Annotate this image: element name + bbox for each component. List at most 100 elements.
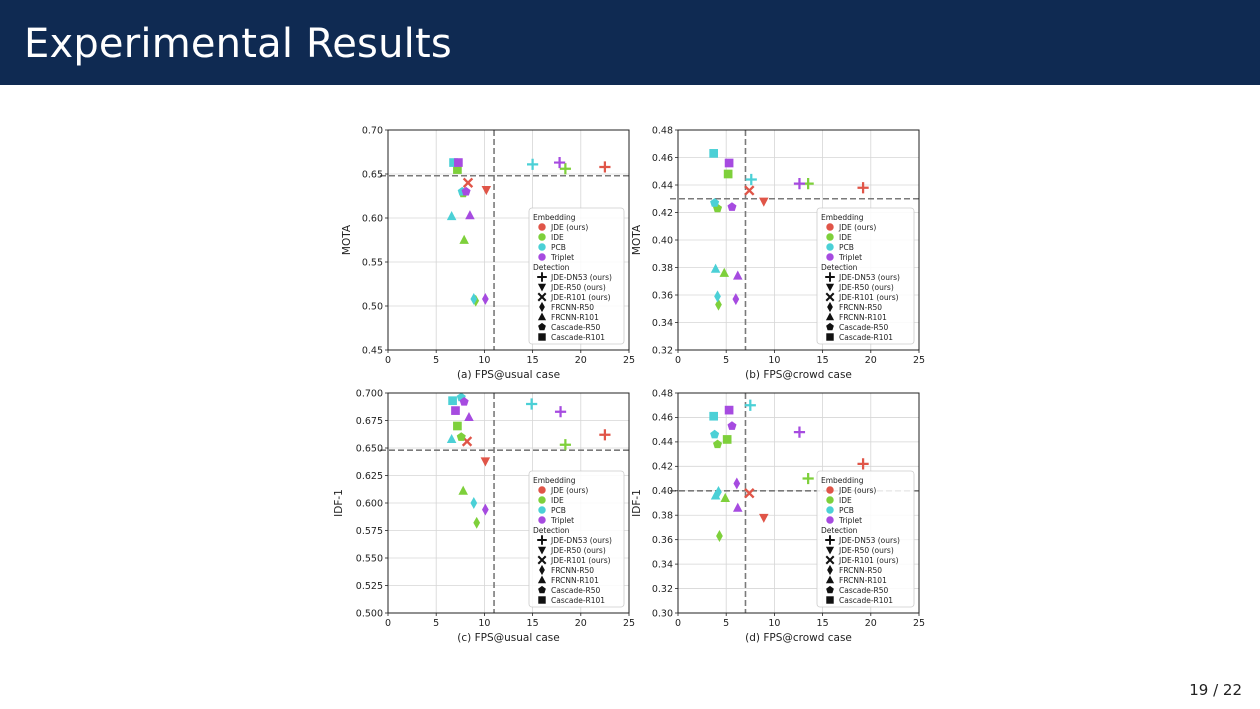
data-point (480, 457, 491, 467)
data-point (744, 488, 755, 499)
legend-marker (826, 233, 834, 241)
legend-label: JDE-DN53 (ours) (838, 536, 900, 545)
y-tick-label: 0.700 (356, 388, 383, 399)
legend-section-title: Embedding (821, 213, 864, 222)
x-tick-label: 0 (385, 618, 391, 629)
legend-marker (826, 506, 834, 514)
y-tick-label: 0.525 (356, 581, 383, 592)
data-point (714, 290, 721, 303)
legend-label: JDE (ours) (838, 223, 876, 232)
legend-label: Triplet (550, 253, 574, 262)
legend-box (528, 470, 625, 608)
legend-marker (537, 555, 547, 565)
data-point (710, 198, 720, 207)
data-point (802, 472, 814, 485)
data-point (713, 439, 723, 449)
page-number: 19 / 22 (1189, 681, 1242, 699)
data-point (482, 293, 489, 305)
plot-frame (387, 129, 630, 351)
legend-label: JDE-DN53 (ours) (550, 536, 612, 545)
legend-label: IDE (839, 496, 852, 505)
data-point (759, 197, 769, 207)
x-tick-label: 15 (817, 355, 829, 366)
data-point (720, 492, 730, 502)
x-tick-label: 10 (768, 355, 780, 366)
x-tick-label: 15 (527, 355, 539, 366)
legend-section-title: Detection (533, 526, 570, 535)
x-tick-label: 20 (575, 355, 587, 366)
x-tick-label: 25 (623, 355, 635, 366)
legend-label: IDE (551, 233, 564, 242)
data-point (462, 177, 474, 188)
data-point (470, 497, 478, 509)
legend-marker (538, 516, 546, 524)
legend-marker (538, 585, 546, 594)
data-point (446, 210, 457, 221)
legend-label: FRCNN-R101 (551, 576, 599, 585)
legend-label: Cascade-R50 (839, 586, 889, 595)
data-point (454, 158, 463, 167)
legend-label: Cascade-R101 (551, 596, 605, 605)
legend-label: JDE-R101 (ours) (550, 556, 611, 565)
legend-marker (825, 283, 835, 292)
x-tick-label: 25 (913, 618, 925, 629)
x-tick-label: 20 (865, 618, 877, 629)
legend-marker (537, 535, 547, 545)
data-point (723, 169, 733, 179)
legend-section-title: Embedding (821, 476, 864, 485)
legend-marker (539, 301, 545, 313)
y-tick-label: 0.34 (652, 559, 673, 570)
data-point (473, 516, 481, 529)
data-point (459, 234, 469, 244)
y-tick-label: 0.32 (652, 584, 673, 595)
y-tick-label: 0.30 (652, 608, 673, 619)
legend-section-title: Detection (821, 263, 858, 272)
legend-marker (826, 322, 834, 331)
data-point (715, 298, 722, 311)
legend-label: JDE-R50 (ours) (550, 546, 606, 555)
data-point (857, 182, 869, 194)
data-point (733, 270, 743, 280)
data-point (709, 149, 719, 158)
data-point (732, 293, 740, 306)
y-tick-label: 0.575 (356, 526, 383, 537)
y-tick-label: 0.550 (356, 553, 383, 564)
legend-marker (825, 292, 835, 302)
data-point (857, 458, 869, 470)
data-point (709, 411, 719, 421)
y-tick-label: 0.36 (652, 290, 673, 301)
data-point (745, 173, 757, 186)
legend-marker (825, 312, 835, 321)
chart-subtitle: (c) FPS@usual case (457, 632, 559, 644)
legend-marker (826, 223, 834, 231)
legend-label: PCB (839, 243, 854, 252)
legend-marker (537, 272, 547, 282)
legend-label: JDE-R50 (ours) (838, 283, 894, 292)
y-tick-label: 0.650 (356, 443, 383, 454)
y-axis-label: MOTA (341, 224, 353, 255)
x-tick-label: 20 (865, 355, 877, 366)
data-point (453, 421, 462, 431)
legend-marker (825, 555, 835, 565)
y-tick-label: 0.70 (362, 125, 383, 136)
legend-marker (826, 486, 834, 494)
data-point (451, 406, 460, 415)
x-tick-label: 20 (575, 618, 587, 629)
legend-marker (825, 546, 835, 555)
legend-label: JDE-DN53 (ours) (550, 273, 612, 282)
legend-marker (538, 486, 546, 494)
legend-marker (826, 333, 834, 341)
data-point (733, 477, 741, 490)
x-tick-label: 25 (913, 355, 925, 366)
y-tick-label: 0.675 (356, 416, 383, 427)
data-point (793, 178, 806, 190)
legend-label: FRCNN-R101 (839, 313, 887, 322)
legend-label: JDE (ours) (550, 223, 588, 232)
data-point (722, 435, 732, 444)
chart-panel-3: 0 5 10 15 20 25 0.30 0.32 0.34 0.36 0.38 0.40 0.42 0.… (631, 388, 925, 644)
y-tick-label: 0.42 (652, 462, 673, 473)
chart-panel-2: 0 5 10 15 20 25 0.500 0.525 0.550 0.575 0.600 0.625… (333, 388, 635, 644)
data-point (461, 186, 471, 196)
